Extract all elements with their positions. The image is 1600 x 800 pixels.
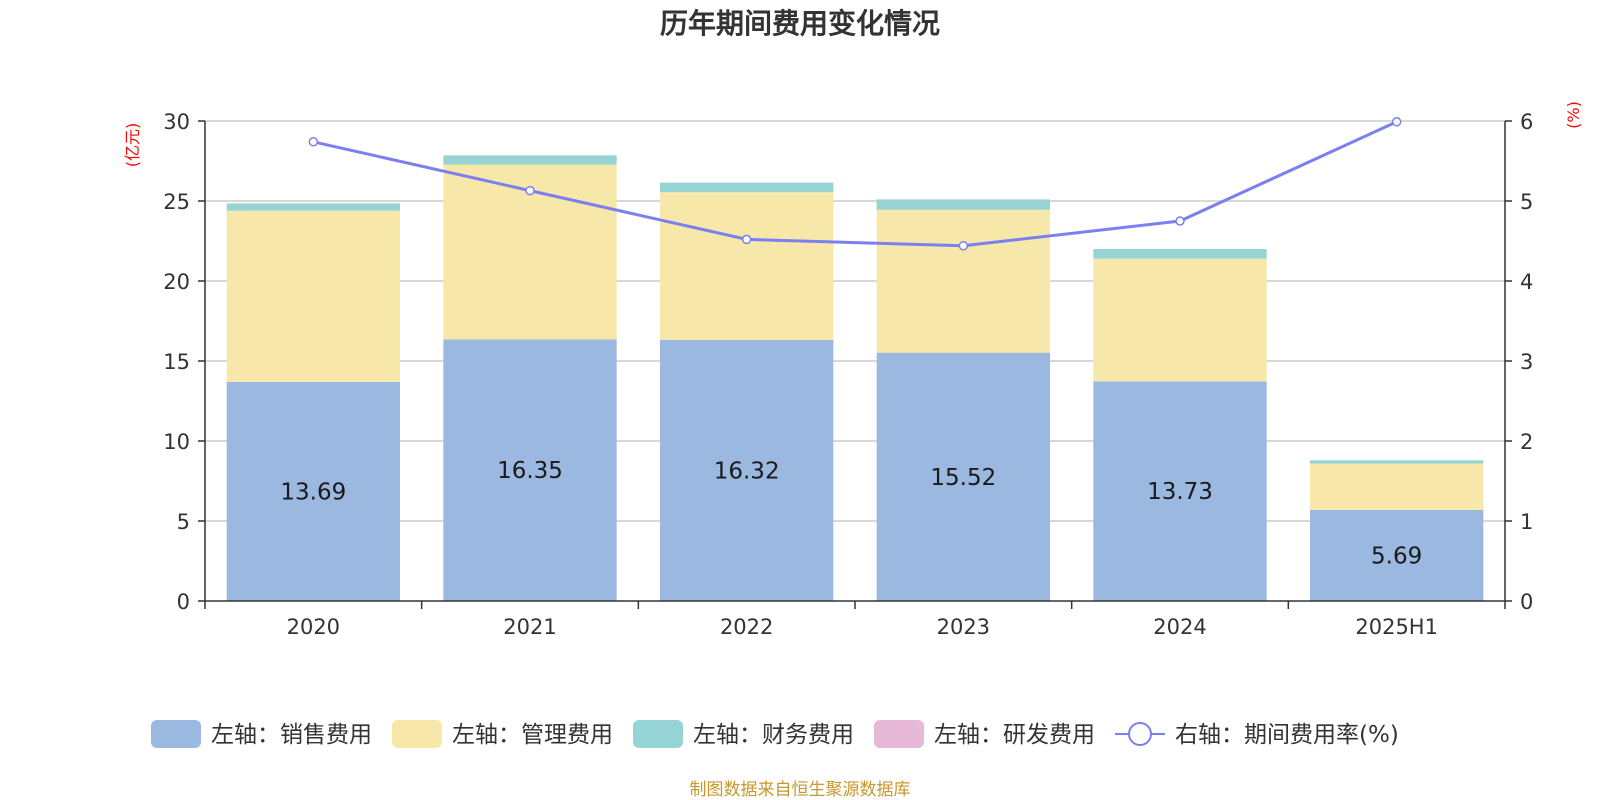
legend-item-label: 左轴：管理费用 [452, 722, 613, 748]
bar-data-label: 13.69 [280, 479, 346, 505]
legend-swatch [874, 720, 924, 748]
legend-swatch [151, 720, 201, 748]
legend-swatch [392, 720, 442, 748]
bar-segment [876, 199, 1050, 210]
left-axis-tick-label: 5 [177, 510, 190, 534]
chart-title: 历年期间费用变化情况 [660, 7, 940, 40]
data-source-note: 制图数据来自恒生聚源数据库 [690, 780, 911, 800]
bar-segment [660, 182, 834, 193]
x-axis-tick-label: 2021 [503, 615, 556, 639]
left-axis-tick-label: 30 [163, 110, 190, 134]
bar-data-label: 16.35 [497, 458, 563, 484]
rate-line [313, 120, 1398, 248]
x-axis-tick-label: 2022 [720, 615, 773, 639]
bar-data-label: 5.69 [1371, 543, 1422, 569]
left-axis-tick-label: 15 [163, 350, 190, 374]
rate-point [958, 241, 969, 251]
right-axis-tick-label: 1 [1520, 510, 1533, 534]
right-axis-tick-label: 4 [1520, 270, 1533, 294]
legend-item-label: 右轴：期间费用率(%) [1175, 722, 1399, 748]
bar-segment [876, 352, 1050, 601]
left-axis-tick-label: 10 [163, 430, 190, 454]
bar-segment [1310, 509, 1484, 601]
bar-segment [443, 155, 617, 165]
rate-point [308, 137, 319, 147]
right-axis-tick-label: 0 [1520, 590, 1533, 614]
x-axis-tick-label: 2024 [1153, 615, 1206, 639]
bar-segment [1310, 463, 1484, 510]
x-axis-tick-label: 2023 [937, 615, 990, 639]
rate-point [741, 234, 752, 245]
axes: 0 5 10 15 20 25 30 0 1 2 3 4 5 6 2020 2021 2022 2023 2024 2… [163, 110, 1533, 639]
bar-segment [443, 339, 617, 601]
bar-data-label: 15.52 [930, 465, 996, 491]
legend-swatch [633, 720, 683, 748]
left-axis-tick-label: 0 [177, 590, 190, 614]
bar-segment [660, 339, 834, 601]
left-axis-unit: (亿元) [123, 123, 142, 168]
rate-point [1391, 117, 1402, 127]
rate-point [525, 185, 535, 196]
legend[interactable]: 左轴：销售费用 左轴：管理费用 左轴：财务费用 左轴：研发费用 右轴：期间费用率(%) [151, 720, 1399, 748]
legend-item-label: 左轴：研发费用 [934, 722, 1095, 748]
right-axis-tick-label: 6 [1520, 110, 1533, 134]
rate-point [1175, 216, 1185, 226]
bar-segment [1093, 249, 1267, 259]
left-axis-tick-label: 20 [163, 270, 190, 294]
legend-marker-swatch [1128, 722, 1152, 746]
bar-segment [660, 192, 834, 340]
right-axis-unit: (%) [1564, 101, 1583, 129]
bar-segment [876, 209, 1050, 353]
data-labels: 13.69 16.35 16.32 15.52 13.73 5.69 [280, 458, 1422, 569]
bar-data-label: 16.32 [714, 458, 780, 484]
right-axis-tick-label: 2 [1520, 430, 1533, 454]
x-axis-tick-label: 2020 [287, 615, 340, 639]
legend-item-label: 左轴：财务费用 [693, 722, 854, 748]
right-axis-tick-label: 3 [1520, 350, 1533, 374]
bar-segment [1310, 460, 1484, 464]
bar-segment [226, 381, 400, 601]
grid-lines [205, 120, 1505, 522]
bar-segment [1093, 381, 1267, 601]
legend-item-label: 左轴：销售费用 [211, 722, 372, 748]
bar-segment [1093, 258, 1267, 382]
bar-segment [226, 210, 400, 382]
x-axis-tick-label: 2025H1 [1355, 615, 1438, 639]
rate-line-series [308, 117, 1402, 251]
right-axis-tick-label: 5 [1520, 190, 1533, 214]
bars [226, 155, 1484, 601]
left-axis-tick-label: 25 [163, 190, 190, 214]
bar-segment [226, 203, 400, 211]
bar-data-label: 13.73 [1147, 479, 1213, 505]
